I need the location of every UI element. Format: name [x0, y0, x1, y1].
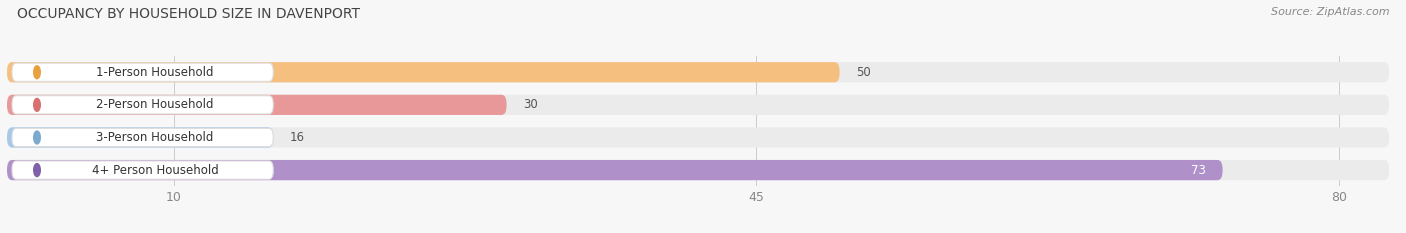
Circle shape [34, 66, 41, 79]
Text: 73: 73 [1191, 164, 1206, 177]
FancyBboxPatch shape [7, 62, 839, 82]
Text: 50: 50 [856, 66, 872, 79]
FancyBboxPatch shape [13, 161, 273, 179]
Text: Source: ZipAtlas.com: Source: ZipAtlas.com [1271, 7, 1389, 17]
FancyBboxPatch shape [7, 95, 1389, 115]
Circle shape [34, 164, 41, 177]
FancyBboxPatch shape [13, 63, 273, 81]
FancyBboxPatch shape [7, 160, 1223, 180]
FancyBboxPatch shape [13, 128, 273, 147]
FancyBboxPatch shape [7, 160, 1389, 180]
Circle shape [34, 98, 41, 111]
Text: 1-Person Household: 1-Person Household [97, 66, 214, 79]
FancyBboxPatch shape [7, 95, 506, 115]
FancyBboxPatch shape [7, 127, 1389, 147]
FancyBboxPatch shape [7, 62, 1389, 82]
Text: 30: 30 [523, 98, 538, 111]
Text: OCCUPANCY BY HOUSEHOLD SIZE IN DAVENPORT: OCCUPANCY BY HOUSEHOLD SIZE IN DAVENPORT [17, 7, 360, 21]
Circle shape [34, 131, 41, 144]
Text: 3-Person Household: 3-Person Household [97, 131, 214, 144]
FancyBboxPatch shape [13, 96, 273, 114]
Text: 4+ Person Household: 4+ Person Household [91, 164, 218, 177]
Text: 2-Person Household: 2-Person Household [97, 98, 214, 111]
FancyBboxPatch shape [7, 127, 273, 147]
Text: 16: 16 [290, 131, 305, 144]
